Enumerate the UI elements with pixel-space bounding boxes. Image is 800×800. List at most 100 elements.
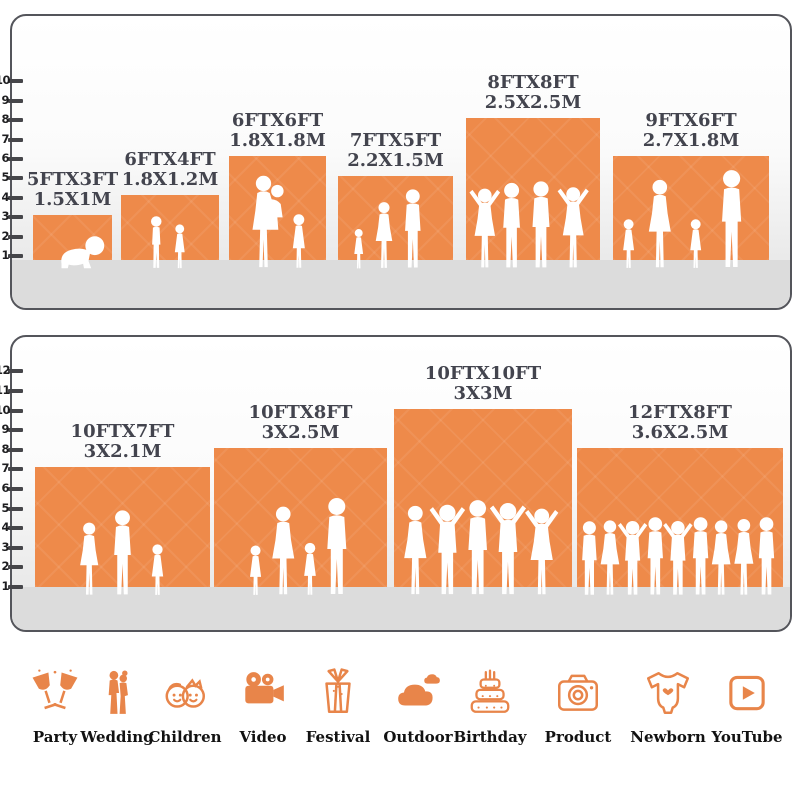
scale-number: 6	[1, 151, 9, 165]
backdrop-size-ft: 10FTX7FT	[70, 421, 175, 442]
video-icon	[238, 668, 288, 718]
people-silhouettes	[623, 170, 742, 268]
backdrop-size-label: 5FTX3FT 1.5X1M	[27, 170, 118, 210]
scale-number: 6	[1, 481, 9, 495]
backdrop-size-label: 10FTX7FT 3X2.1M	[71, 422, 175, 462]
person-woman-silhouette	[272, 506, 295, 595]
person-man-silhouette	[722, 170, 742, 267]
person-girl-silhouette	[174, 224, 185, 269]
person-man-silhouette	[114, 510, 131, 595]
person-momchild-silhouette	[252, 175, 284, 268]
scale-number: 10	[0, 402, 11, 417]
category-youtube: YouTube	[707, 668, 787, 746]
people-silhouettes	[80, 510, 164, 595]
backdrop-8ftx8ft: 8FTX8FT 2.5X2.5M	[466, 73, 600, 268]
person-woman-silhouette	[711, 520, 731, 595]
person-girl-silhouette	[690, 219, 702, 268]
category-children: Children	[145, 668, 225, 746]
person-man-up-silhouette	[429, 504, 466, 595]
scale-number: 8	[1, 441, 9, 456]
scale-number: 4	[1, 520, 9, 535]
backdrop-7ftx5ft: 7FTX5FT 2.2X1.5M	[338, 131, 453, 269]
scale-number: 4	[1, 189, 9, 204]
backdrop-size-label: 10FTX8FT 3X2.5M	[249, 403, 353, 443]
outdoor-icon	[393, 668, 443, 718]
backdrop-size-ft: 10FTX10FT	[424, 363, 542, 384]
category-festival: Festival	[298, 668, 378, 746]
person-man-up-silhouette	[663, 520, 693, 595]
scale-number: 7	[1, 461, 9, 476]
scale-number: 1	[1, 579, 9, 593]
category-newborn: Newborn	[628, 668, 708, 746]
people-silhouettes	[354, 189, 421, 269]
person-baby-silhouette	[61, 236, 105, 269]
category-label: YouTube	[711, 728, 783, 746]
backdrop-5ftx3ft: 5FTX3FT 1.5X1M	[27, 170, 118, 269]
category-row: Party Wedding Children Video Festival Outdoor…	[0, 668, 800, 778]
backdrop-6ftx6ft: 6FTX6FT 1.8X1.8M	[229, 111, 326, 268]
backdrop-size-ft: 7FTX5FT	[349, 130, 442, 151]
scale-number: 3	[1, 539, 9, 554]
backdrop-size-ft: 5FTX3FT	[26, 169, 119, 190]
person-man-silhouette	[503, 182, 520, 268]
wedding-icon	[92, 668, 142, 718]
backdrop-size-m: 3.6X2.5M	[631, 422, 729, 443]
scale-number: 5	[1, 500, 9, 515]
backdrop-size-m: 1.5X1M	[33, 189, 112, 210]
people-silhouettes	[61, 236, 105, 269]
panel-floor	[12, 260, 790, 308]
person-man-silhouette	[758, 517, 775, 595]
backdrop-size-label: 6FTX6FT 1.8X1.8M	[229, 111, 326, 151]
person-woman-silhouette	[375, 202, 393, 268]
category-party: Party	[15, 668, 95, 746]
backdrop-size-m: 2.7X1.8M	[642, 130, 740, 151]
scale-number: 5	[1, 170, 9, 185]
person-woman-silhouette	[734, 518, 754, 595]
scale-number: 9	[1, 422, 9, 437]
people-silhouettes	[582, 517, 775, 595]
backdrop-size-label: 8FTX8FT 2.5X2.5M	[485, 73, 582, 113]
size-chart-panel-top: 5FTX3FT 1.5X1M 6FTX4FT 1.8X1.2M 6FTX6FT 1.8X1…	[10, 14, 792, 310]
scale-number: 12	[0, 363, 11, 378]
category-label: Festival	[305, 728, 371, 746]
category-label: Wedding	[80, 728, 154, 746]
person-man-silhouette	[468, 500, 488, 595]
backdrop-size-m: 1.8X1.2M	[121, 169, 219, 190]
person-man-silhouette	[582, 521, 597, 595]
panel-floor	[12, 587, 790, 630]
people-silhouettes	[252, 175, 305, 268]
backdrop-9ftx6ft: 9FTX6FT 2.7X1.8M	[613, 111, 769, 268]
category-label: Birthday	[453, 728, 527, 746]
people-silhouettes	[404, 500, 559, 595]
person-woman-up-silhouette	[525, 508, 559, 595]
person-woman-silhouette	[648, 179, 671, 268]
scale-number: 7	[1, 131, 9, 146]
backdrop-size-m: 1.8X1.8M	[229, 130, 326, 151]
youtube-icon	[722, 668, 772, 718]
category-label: Party	[32, 728, 78, 746]
category-birthday: Birthday	[450, 668, 530, 746]
scale-number: 11	[0, 383, 11, 397]
person-man-silhouette	[647, 517, 663, 595]
backdrop-10ftx10ft: 10FTX10FT 3X3M	[394, 364, 572, 595]
people-silhouettes	[151, 216, 185, 269]
backdrop-size-ft: 10FTX8FT	[248, 402, 353, 423]
backdrop-10ftx7ft: 10FTX7FT 3X2.1M	[35, 422, 210, 595]
scale-number: 3	[1, 209, 9, 224]
backdrop-size-label: 12FTX8FT 3.6X2.5M	[628, 403, 732, 443]
backdrop-size-m: 2.5X2.5M	[484, 92, 582, 113]
person-girl-silhouette	[623, 219, 635, 268]
children-icon	[160, 668, 210, 718]
newborn-icon	[643, 668, 693, 718]
festival-icon	[313, 668, 363, 718]
people-silhouettes	[250, 497, 347, 595]
person-man-silhouette	[692, 517, 709, 595]
backdrop-6ftx4ft: 6FTX4FT 1.8X1.2M	[121, 150, 219, 269]
category-label: Video	[239, 728, 287, 746]
category-wedding: Wedding	[77, 668, 157, 746]
category-label: Outdoor	[383, 728, 453, 746]
person-woman-silhouette	[600, 520, 620, 595]
person-woman-silhouette	[404, 505, 427, 595]
backdrop-size-m: 3X2.1M	[83, 441, 162, 462]
